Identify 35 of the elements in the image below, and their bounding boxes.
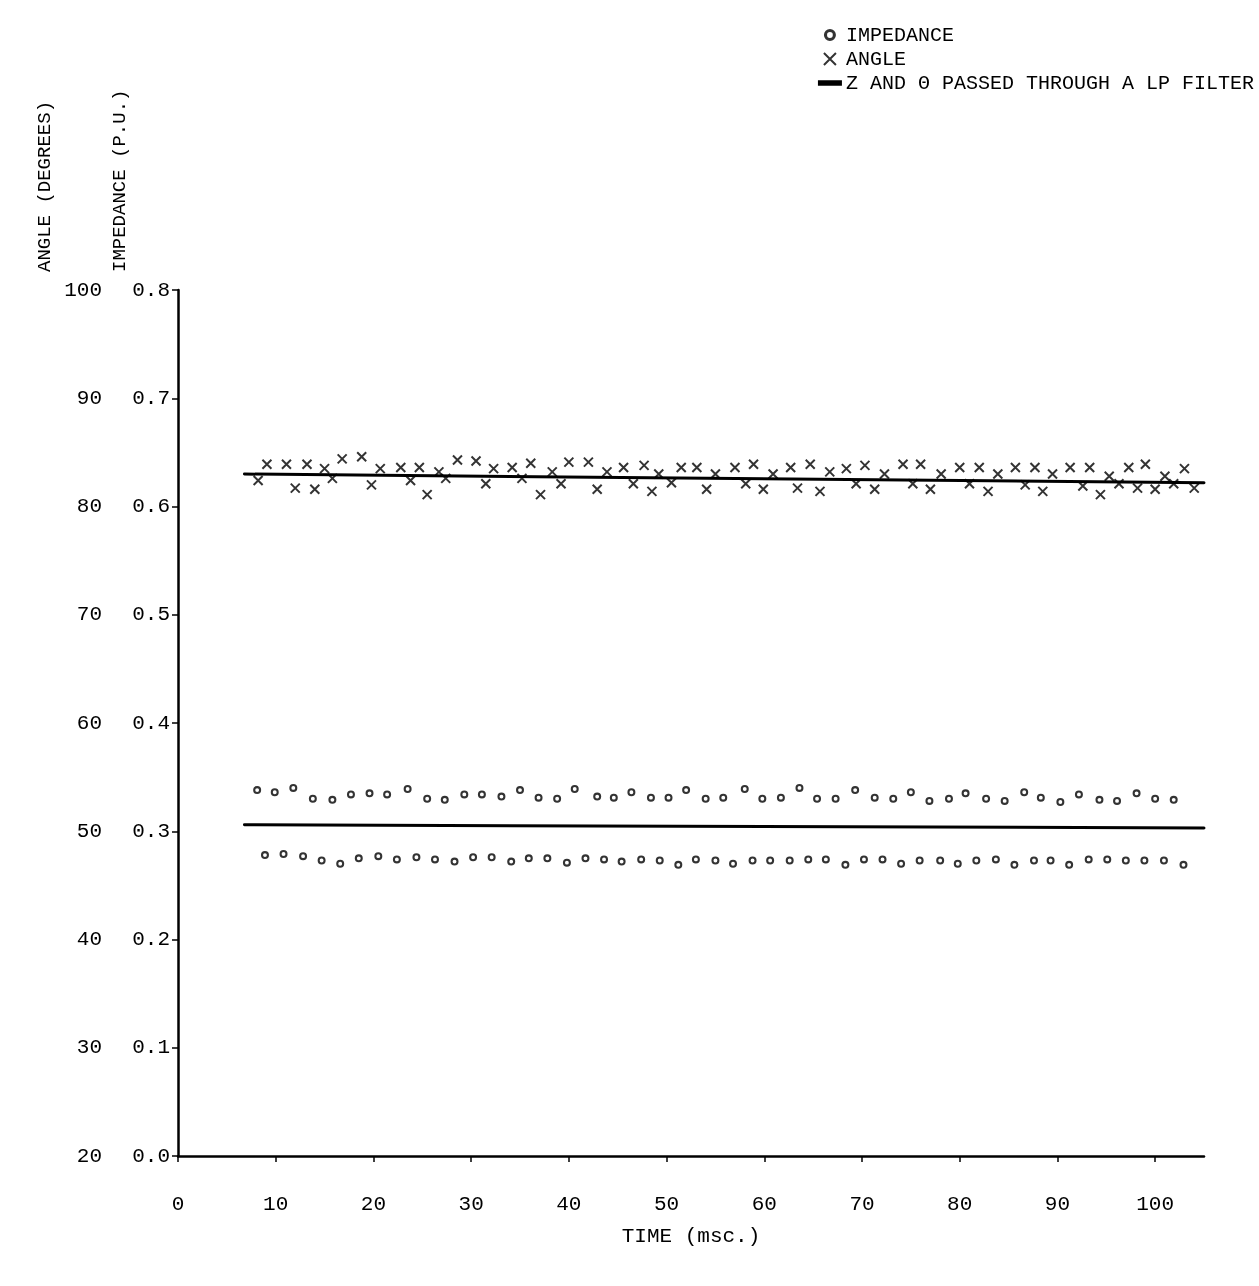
y-axis-title: ANGLE (DEGREES)	[34, 100, 56, 272]
y-tick-label: 40	[76, 928, 102, 951]
x-tick-label: 50	[653, 1193, 680, 1216]
y2-tick-label: 0.2	[132, 928, 170, 951]
y2-tick-label: 0.5	[132, 603, 170, 627]
x-tick-label: 0	[171, 1193, 185, 1216]
y2-tick-label: 0.7	[132, 386, 170, 410]
x-tick-label: 60	[751, 1193, 777, 1216]
x-tick-label: 20	[360, 1193, 387, 1216]
y2-tick-label: 0.8	[132, 278, 170, 302]
legend-label: Z AND Θ PASSED THROUGH A LP FILTER	[845, 71, 1255, 95]
legend-label: IMPEDANCE	[845, 23, 954, 47]
y-tick-label: 80	[76, 495, 102, 518]
x-tick-label: 100	[1136, 1193, 1175, 1216]
y2-tick-label: 0.6	[132, 495, 170, 518]
x-tick-label: 30	[458, 1193, 484, 1216]
x-tick-label: 70	[849, 1193, 875, 1216]
y-tick-label: 60	[76, 711, 102, 735]
y-tick-label: 100	[64, 278, 102, 302]
x-tick-label: 90	[1044, 1193, 1071, 1216]
y-tick-label: 50	[76, 819, 102, 843]
y-tick-label: 90	[76, 386, 102, 410]
legend-label: ANGLE	[845, 47, 906, 71]
y2-tick-label: 0.0	[132, 1144, 170, 1168]
x-axis-title: TIME (msc.)	[621, 1225, 761, 1248]
y-tick-label: 30	[76, 1036, 102, 1060]
y-tick-label: 20	[76, 1144, 102, 1168]
y2-tick-label: 0.1	[132, 1036, 170, 1060]
y2-tick-label: 0.3	[132, 819, 170, 843]
y-tick-label: 70	[76, 603, 102, 627]
y2-tick-label: 0.4	[132, 711, 170, 735]
x-tick-label: 40	[556, 1193, 582, 1216]
x-tick-label: 80	[947, 1193, 973, 1216]
y2-axis-title: IMPEDANCE (P.U.)	[109, 89, 131, 272]
x-tick-label: 10	[263, 1193, 289, 1216]
